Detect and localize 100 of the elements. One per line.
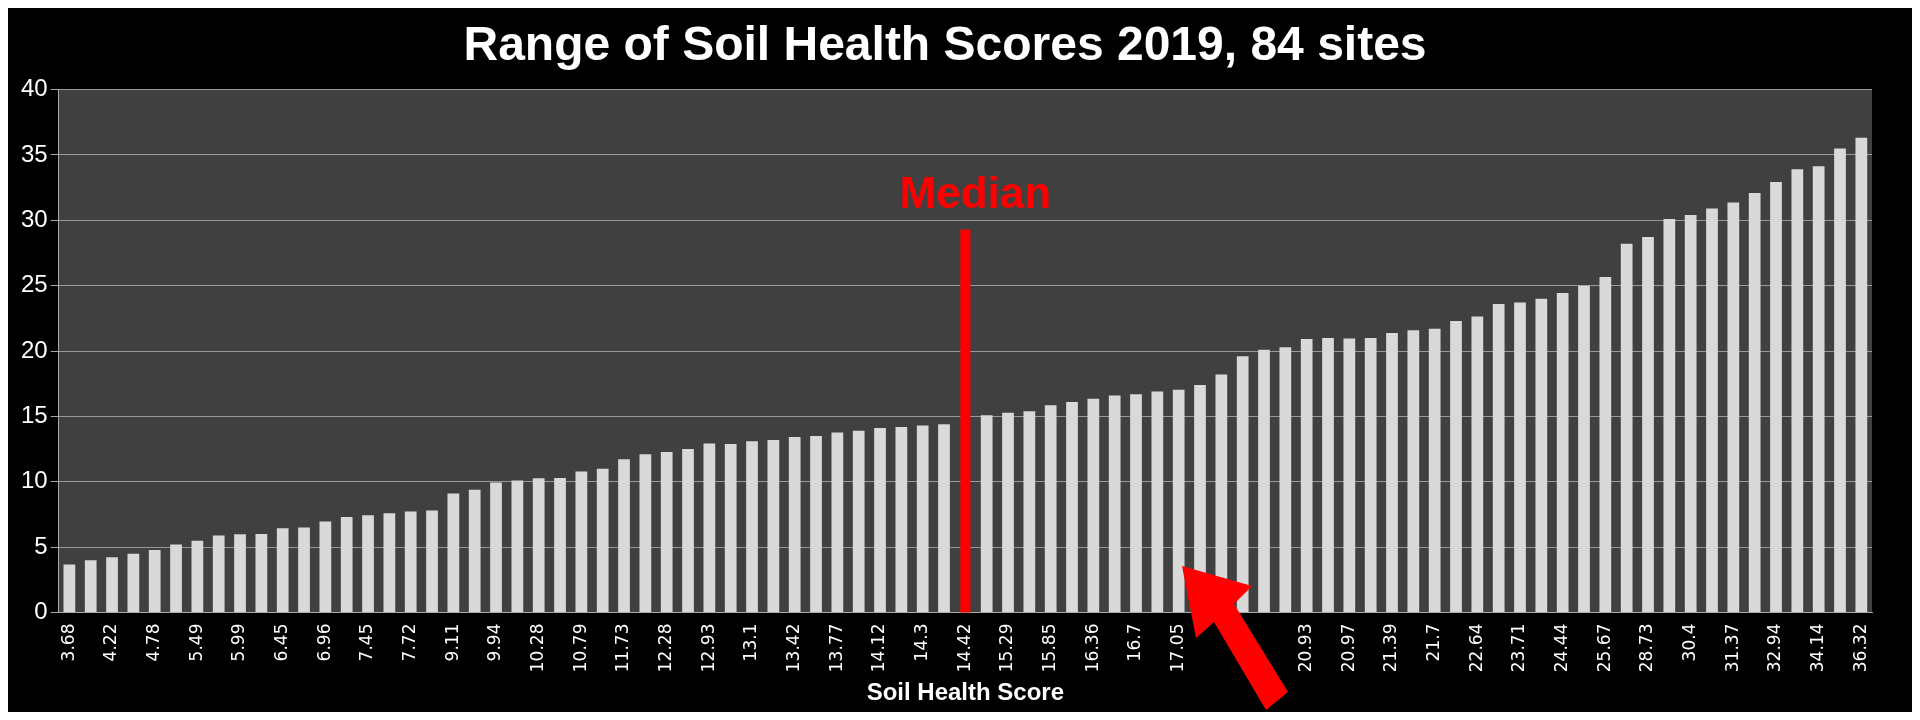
y-tick-label: 10 (20, 466, 48, 494)
x-tick-label: 23.71 (1508, 623, 1529, 673)
x-tick-label: 12.28 (655, 623, 676, 673)
x-tick-label: 25.67 (1593, 623, 1614, 673)
bar (191, 540, 204, 613)
bar (170, 544, 182, 613)
x-tick-label: 6.45 (271, 623, 292, 662)
bar (511, 480, 524, 613)
x-tick-label: 21.39 (1380, 623, 1401, 673)
bar (1343, 338, 1356, 613)
bar (596, 468, 609, 613)
x-tick-label: 5.99 (228, 623, 249, 662)
x-tick-label: 13.1 (740, 623, 761, 662)
bar (874, 427, 886, 613)
bar (660, 451, 673, 613)
bar (703, 443, 716, 613)
bar (852, 430, 865, 613)
x-tick-label: 15.29 (996, 623, 1017, 673)
x-tick-label: 16.36 (1081, 623, 1102, 673)
bar (1364, 337, 1377, 613)
bar (106, 557, 118, 613)
bar (383, 513, 396, 613)
x-tick-label: 34.14 (1807, 623, 1828, 673)
bar (575, 471, 588, 613)
y-tick-label: 30 (20, 204, 48, 232)
x-tick-label: 7.72 (399, 623, 420, 662)
x-tick-label: 4.78 (143, 623, 164, 662)
y-tick-label: 0 (34, 597, 48, 625)
bar (404, 511, 417, 613)
x-tick-label: 15.85 (1039, 623, 1060, 673)
bar (1300, 338, 1313, 613)
bar (212, 535, 225, 613)
bar (468, 489, 481, 613)
x-tick-label: 10.79 (569, 623, 590, 673)
x-tick-label: 3.68 (57, 623, 78, 662)
bar (1471, 316, 1484, 613)
x-tick-label: 30.4 (1679, 623, 1700, 662)
bar (84, 560, 97, 613)
x-tick-label: 9.11 (441, 623, 462, 662)
x-tick-label: 11.73 (612, 623, 633, 673)
x-tick-label: 20.97 (1337, 623, 1358, 673)
bar (1684, 215, 1697, 613)
bar (1748, 192, 1761, 613)
y-tick-label: 5 (34, 531, 48, 559)
x-tick-label: 10.28 (527, 623, 548, 673)
bar (1002, 412, 1014, 613)
chart-title: Range of Soil Health Scores 2019, 84 sites (463, 17, 1427, 71)
x-tick-label: 4.22 (100, 623, 121, 662)
x-tick-label: 14.3 (911, 623, 932, 662)
bar (1492, 304, 1505, 613)
bar (1108, 395, 1121, 613)
bar (1386, 332, 1398, 613)
bar (298, 527, 310, 613)
x-tick-label: 20.93 (1295, 623, 1316, 673)
bar (532, 478, 545, 613)
bar (255, 534, 268, 613)
bar (895, 426, 908, 613)
bar (1044, 405, 1057, 613)
bar (1791, 169, 1804, 613)
bar (1087, 398, 1100, 613)
bar (1706, 208, 1718, 613)
bar (127, 553, 140, 613)
x-tick-label: 7.45 (356, 623, 377, 662)
bar (1727, 202, 1740, 613)
bar (1770, 181, 1782, 613)
bar (1151, 391, 1164, 613)
bar (1407, 330, 1420, 613)
x-tick-label: 32.94 (1764, 623, 1785, 673)
bar (276, 528, 289, 613)
bar (767, 439, 780, 613)
x-tick-label: 12.93 (697, 623, 718, 673)
ref-line-label: Median (899, 167, 1052, 217)
x-tick-label: 14.42 (953, 623, 974, 673)
bar (810, 436, 822, 613)
bar (1599, 276, 1612, 613)
bar (1834, 148, 1846, 613)
y-tick-label: 40 (20, 74, 48, 102)
x-tick-label: 36.32 (1849, 623, 1870, 673)
bar (916, 425, 929, 613)
bar (340, 517, 353, 613)
bar (788, 437, 801, 613)
bar (362, 515, 374, 613)
bar (1663, 219, 1676, 613)
bar (618, 459, 630, 613)
x-tick-label: 28.73 (1636, 623, 1657, 673)
bar (1642, 236, 1654, 613)
bar (831, 432, 844, 613)
bar (148, 550, 161, 613)
bar (447, 493, 460, 613)
bar (724, 443, 737, 613)
bar (938, 424, 950, 613)
x-tick-label: 16.7 (1124, 623, 1145, 662)
x-tick-label: 6.96 (313, 623, 334, 662)
bar (1023, 411, 1036, 613)
bar (1428, 328, 1441, 613)
bar (554, 477, 566, 613)
x-axis-title: Soil Health Score (866, 678, 1065, 706)
bar (1620, 243, 1633, 613)
x-tick-label: 17.05 (1167, 623, 1188, 673)
x-tick-label: 31.37 (1721, 623, 1742, 673)
